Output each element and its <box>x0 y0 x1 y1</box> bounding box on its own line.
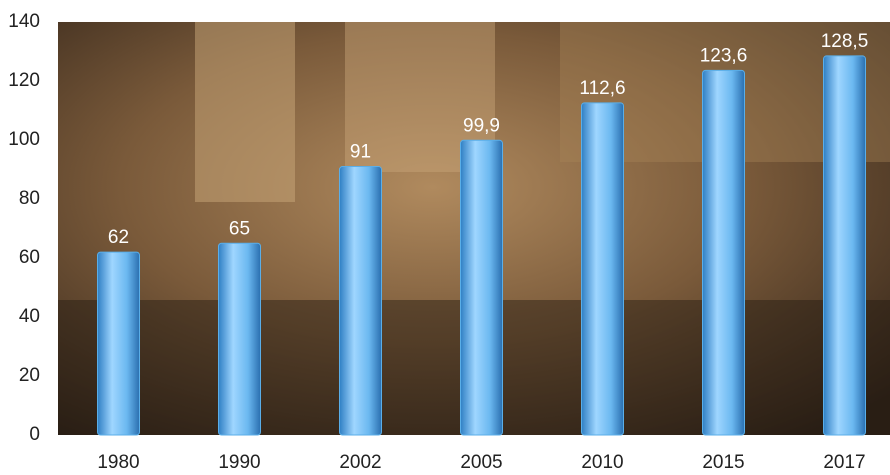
x-tick-label: 2005 <box>460 452 502 473</box>
bar <box>97 251 140 436</box>
y-tick-label: 100 <box>8 129 40 150</box>
x-tick-label: 1990 <box>218 452 260 473</box>
y-tick-label: 80 <box>19 188 40 209</box>
x-tick-label: 2017 <box>823 452 865 473</box>
x-tick-label: 2015 <box>702 452 744 473</box>
bar <box>581 102 624 436</box>
x-tick-label: 2010 <box>581 452 623 473</box>
bar <box>460 139 503 436</box>
y-tick-label: 60 <box>19 247 40 268</box>
bar <box>339 166 382 436</box>
value-label: 91 <box>350 142 371 163</box>
value-label: 62 <box>108 227 129 248</box>
y-tick-label: 20 <box>19 365 40 386</box>
y-tick-label: 120 <box>8 70 40 91</box>
y-tick-label: 0 <box>29 424 40 445</box>
x-tick-label: 1980 <box>97 452 139 473</box>
bar <box>702 69 745 436</box>
bar <box>218 242 261 436</box>
value-label: 99,9 <box>463 115 500 136</box>
y-tick-label: 40 <box>19 306 40 327</box>
value-label: 123,6 <box>700 45 748 66</box>
x-tick-label: 2002 <box>339 452 381 473</box>
value-label: 128,5 <box>821 31 869 52</box>
value-label: 112,6 <box>579 78 625 99</box>
y-tick-label: 140 <box>8 11 40 32</box>
value-label: 65 <box>229 218 250 239</box>
bar <box>823 55 866 436</box>
